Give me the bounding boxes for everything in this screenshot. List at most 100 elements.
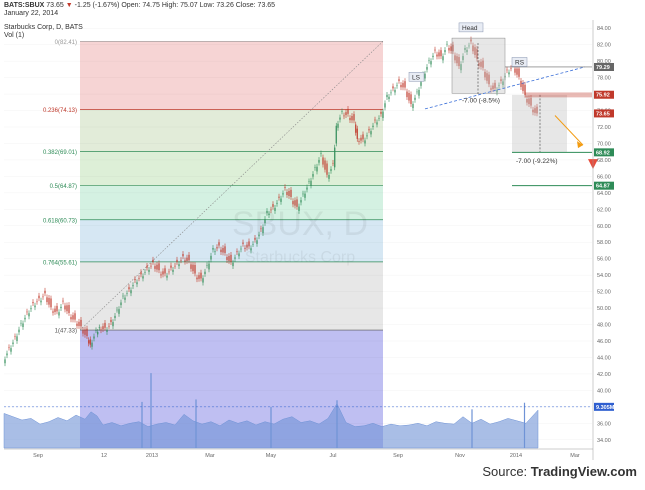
candle-body: [56, 305, 58, 312]
y-tick-label: 70.00: [597, 141, 611, 147]
fib-label: 0(82.41): [55, 40, 77, 46]
candle-body: [386, 94, 388, 98]
price-label-box: [594, 148, 614, 157]
candle-body: [78, 321, 80, 327]
candle-body: [89, 339, 91, 345]
y-tick-label: 64.00: [597, 191, 611, 197]
fib-label: 1(47.33): [55, 329, 77, 335]
fib-trendline: [79, 41, 384, 331]
candle-body: [516, 68, 518, 75]
candle-body: [370, 131, 372, 135]
candle-body: [28, 313, 30, 317]
candle-body: [284, 187, 286, 188]
candle-body: [142, 276, 144, 279]
y-tick-label: 84.00: [597, 26, 611, 32]
candle-body: [330, 169, 332, 171]
price-axis: 84.0082.0080.0078.0076.0074.0072.0070.00…: [592, 20, 615, 460]
candle-body: [100, 329, 102, 331]
candle-body: [416, 91, 418, 93]
candle-body: [396, 85, 398, 87]
candle-body: [116, 309, 118, 311]
candle-body: [250, 248, 252, 251]
x-tick-label: 2013: [146, 453, 158, 459]
fib-zone-0: [80, 41, 383, 110]
fib-label: 0.5(64.87): [50, 184, 77, 190]
candle-body: [476, 48, 478, 59]
candle-body: [72, 315, 74, 320]
candle-body: [240, 248, 242, 250]
candle-body: [34, 305, 36, 308]
candle-body: [258, 234, 260, 237]
candle-body: [202, 278, 204, 283]
candle-body: [282, 193, 284, 195]
candle-body: [194, 265, 196, 274]
candle-body: [536, 106, 538, 114]
candle-body: [368, 129, 370, 131]
candle-body: [314, 167, 316, 168]
candle-body: [436, 54, 438, 57]
candle-body: [82, 330, 84, 334]
candle-body: [236, 251, 238, 253]
candle-body: [192, 264, 194, 272]
head-and-shoulders-pattern: Head LS RS -7.00 (-8.5%) -7.00 (-9.22%): [408, 22, 598, 187]
candle-body: [190, 264, 192, 269]
candle-body: [474, 47, 476, 55]
candle-body: [204, 271, 206, 275]
candle-body: [450, 46, 452, 51]
candle-body: [522, 82, 524, 91]
pattern-label-box: [408, 72, 425, 82]
candle-body: [404, 81, 406, 88]
candle-body: [52, 311, 54, 313]
candle-body: [508, 72, 510, 75]
candle-body: [406, 91, 408, 98]
candle-body: [246, 244, 248, 248]
candle-body: [454, 55, 456, 61]
candle-body: [97, 331, 99, 335]
candle-body: [148, 269, 150, 272]
candle-body: [126, 293, 128, 294]
candle-body: [26, 311, 28, 313]
candle-body: [500, 79, 502, 81]
candle-body: [172, 269, 174, 272]
candle-body: [93, 336, 95, 339]
candle-body: [356, 128, 358, 139]
candle-body: [76, 323, 78, 326]
candle-body: [280, 198, 282, 202]
candle-body: [218, 242, 220, 246]
header-date: January 22, 2014: [4, 10, 59, 17]
candle-body: [304, 193, 306, 198]
y-tick-label: 42.00: [597, 372, 611, 378]
candle-body: [212, 247, 214, 250]
candle-body: [318, 160, 320, 163]
candle-body: [252, 244, 254, 245]
candle-body: [312, 174, 314, 177]
y-tick-label: 58.00: [597, 240, 611, 246]
candle-body: [196, 277, 198, 280]
candle-body: [91, 342, 93, 347]
candle-body: [468, 45, 470, 47]
candle-body: [84, 329, 86, 335]
candle-body: [334, 147, 336, 168]
header-series-name: Starbucks Corp, D, BATS: [4, 24, 83, 31]
candle-body: [530, 97, 532, 106]
y-tick-label: 72.00: [597, 125, 611, 131]
candle-body: [506, 69, 508, 71]
candle-body: [10, 348, 12, 352]
candle-body: [22, 323, 24, 328]
y-tick-label: 36.00: [597, 421, 611, 427]
x-tick-label: Nov: [455, 453, 465, 459]
y-tick-label: 62.00: [597, 207, 611, 213]
candle-body: [168, 271, 170, 273]
price-label: 79.29: [596, 65, 610, 71]
candle-body: [428, 60, 430, 61]
x-tick-label: Sep: [393, 453, 403, 459]
candle-body: [276, 202, 278, 204]
candle-body: [366, 135, 368, 137]
candle-body: [478, 62, 480, 66]
y-tick-label: 56.00: [597, 257, 611, 263]
y-tick-label: 66.00: [597, 174, 611, 180]
candle-body: [337, 123, 339, 128]
candle-body: [345, 112, 347, 116]
candle-body: [128, 287, 130, 290]
candle-body: [335, 125, 337, 144]
